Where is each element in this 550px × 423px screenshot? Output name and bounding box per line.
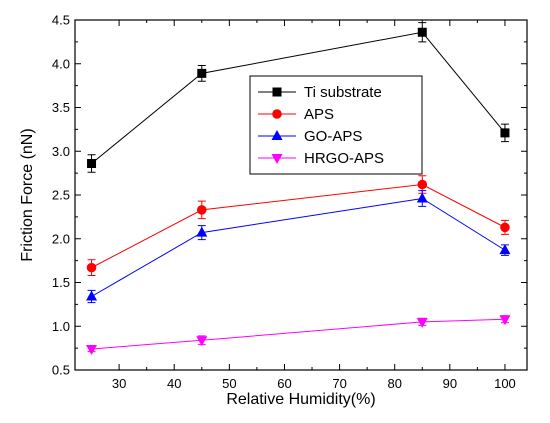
x-tick-label: 30 — [112, 376, 126, 391]
series-go-aps — [86, 190, 511, 304]
legend-label: Ti substrate — [304, 84, 382, 101]
y-tick-label: 3.5 — [52, 100, 70, 115]
data-point — [196, 226, 208, 237]
data-point — [500, 222, 510, 233]
y-tick-label: 2.0 — [52, 231, 70, 246]
legend-label: GO-APS — [304, 128, 362, 145]
axes-layer: 30 40 50 60 70 80 90 100 0.5 1.0 1.5 2.0 2.5 3.0 3.5 4.… — [52, 13, 528, 391]
legend-item: APS — [258, 106, 334, 123]
y-tick-label: 0.5 — [52, 363, 70, 378]
y-tick-label: 2.5 — [52, 188, 70, 203]
legend-label: APS — [304, 106, 334, 123]
legend-label: HRGO-APS — [304, 150, 384, 167]
series-line — [91, 318, 505, 350]
data-point — [86, 262, 97, 273]
data-point — [500, 128, 510, 138]
legend-marker — [272, 109, 282, 119]
x-tick-label: 70 — [332, 376, 346, 391]
data-point — [87, 159, 97, 168]
data-point — [416, 192, 428, 203]
x-tick-label: 100 — [494, 376, 516, 391]
legend-item: HRGO-APS — [258, 150, 384, 167]
data-point — [86, 345, 98, 355]
series-hrgo-aps — [86, 315, 511, 355]
data-point — [197, 68, 207, 78]
data-point — [196, 205, 207, 215]
data-point — [417, 179, 428, 190]
y-tick-label: 4.5 — [52, 13, 70, 28]
x-tick-label: 40 — [167, 376, 181, 391]
y-tick-label: 1.0 — [52, 319, 70, 334]
legend-item: GO-APS — [258, 128, 362, 145]
data-point — [416, 317, 428, 328]
series-line — [91, 197, 506, 297]
y-axis-title: Friction Force (nN) — [19, 128, 36, 261]
y-tick-label: 3.0 — [52, 144, 70, 159]
x-axis-title: Relative Humidity(%) — [226, 391, 375, 408]
y-tick-label: 1.5 — [52, 275, 70, 290]
x-tick-label: 80 — [387, 376, 401, 391]
data-point — [499, 315, 511, 326]
legend-item: Ti substrate — [258, 84, 382, 101]
series-line — [91, 31, 506, 164]
legend: Ti substrate APS GO-APS HRGO-APS — [249, 75, 423, 175]
legend-marker — [271, 154, 283, 164]
x-tick-label: 90 — [443, 376, 457, 391]
data-point — [417, 27, 427, 37]
data-point — [86, 290, 98, 301]
series-line — [91, 183, 506, 269]
x-tick-label: 60 — [277, 376, 291, 391]
data-point — [196, 336, 208, 347]
x-tick-label: 50 — [222, 376, 236, 391]
data-point — [499, 244, 511, 255]
series-ti-substrate — [87, 22, 510, 173]
y-tick-label: 4.0 — [52, 56, 70, 71]
legend-marker — [271, 130, 283, 140]
series-layer — [86, 22, 511, 355]
legend-marker — [272, 87, 282, 97]
